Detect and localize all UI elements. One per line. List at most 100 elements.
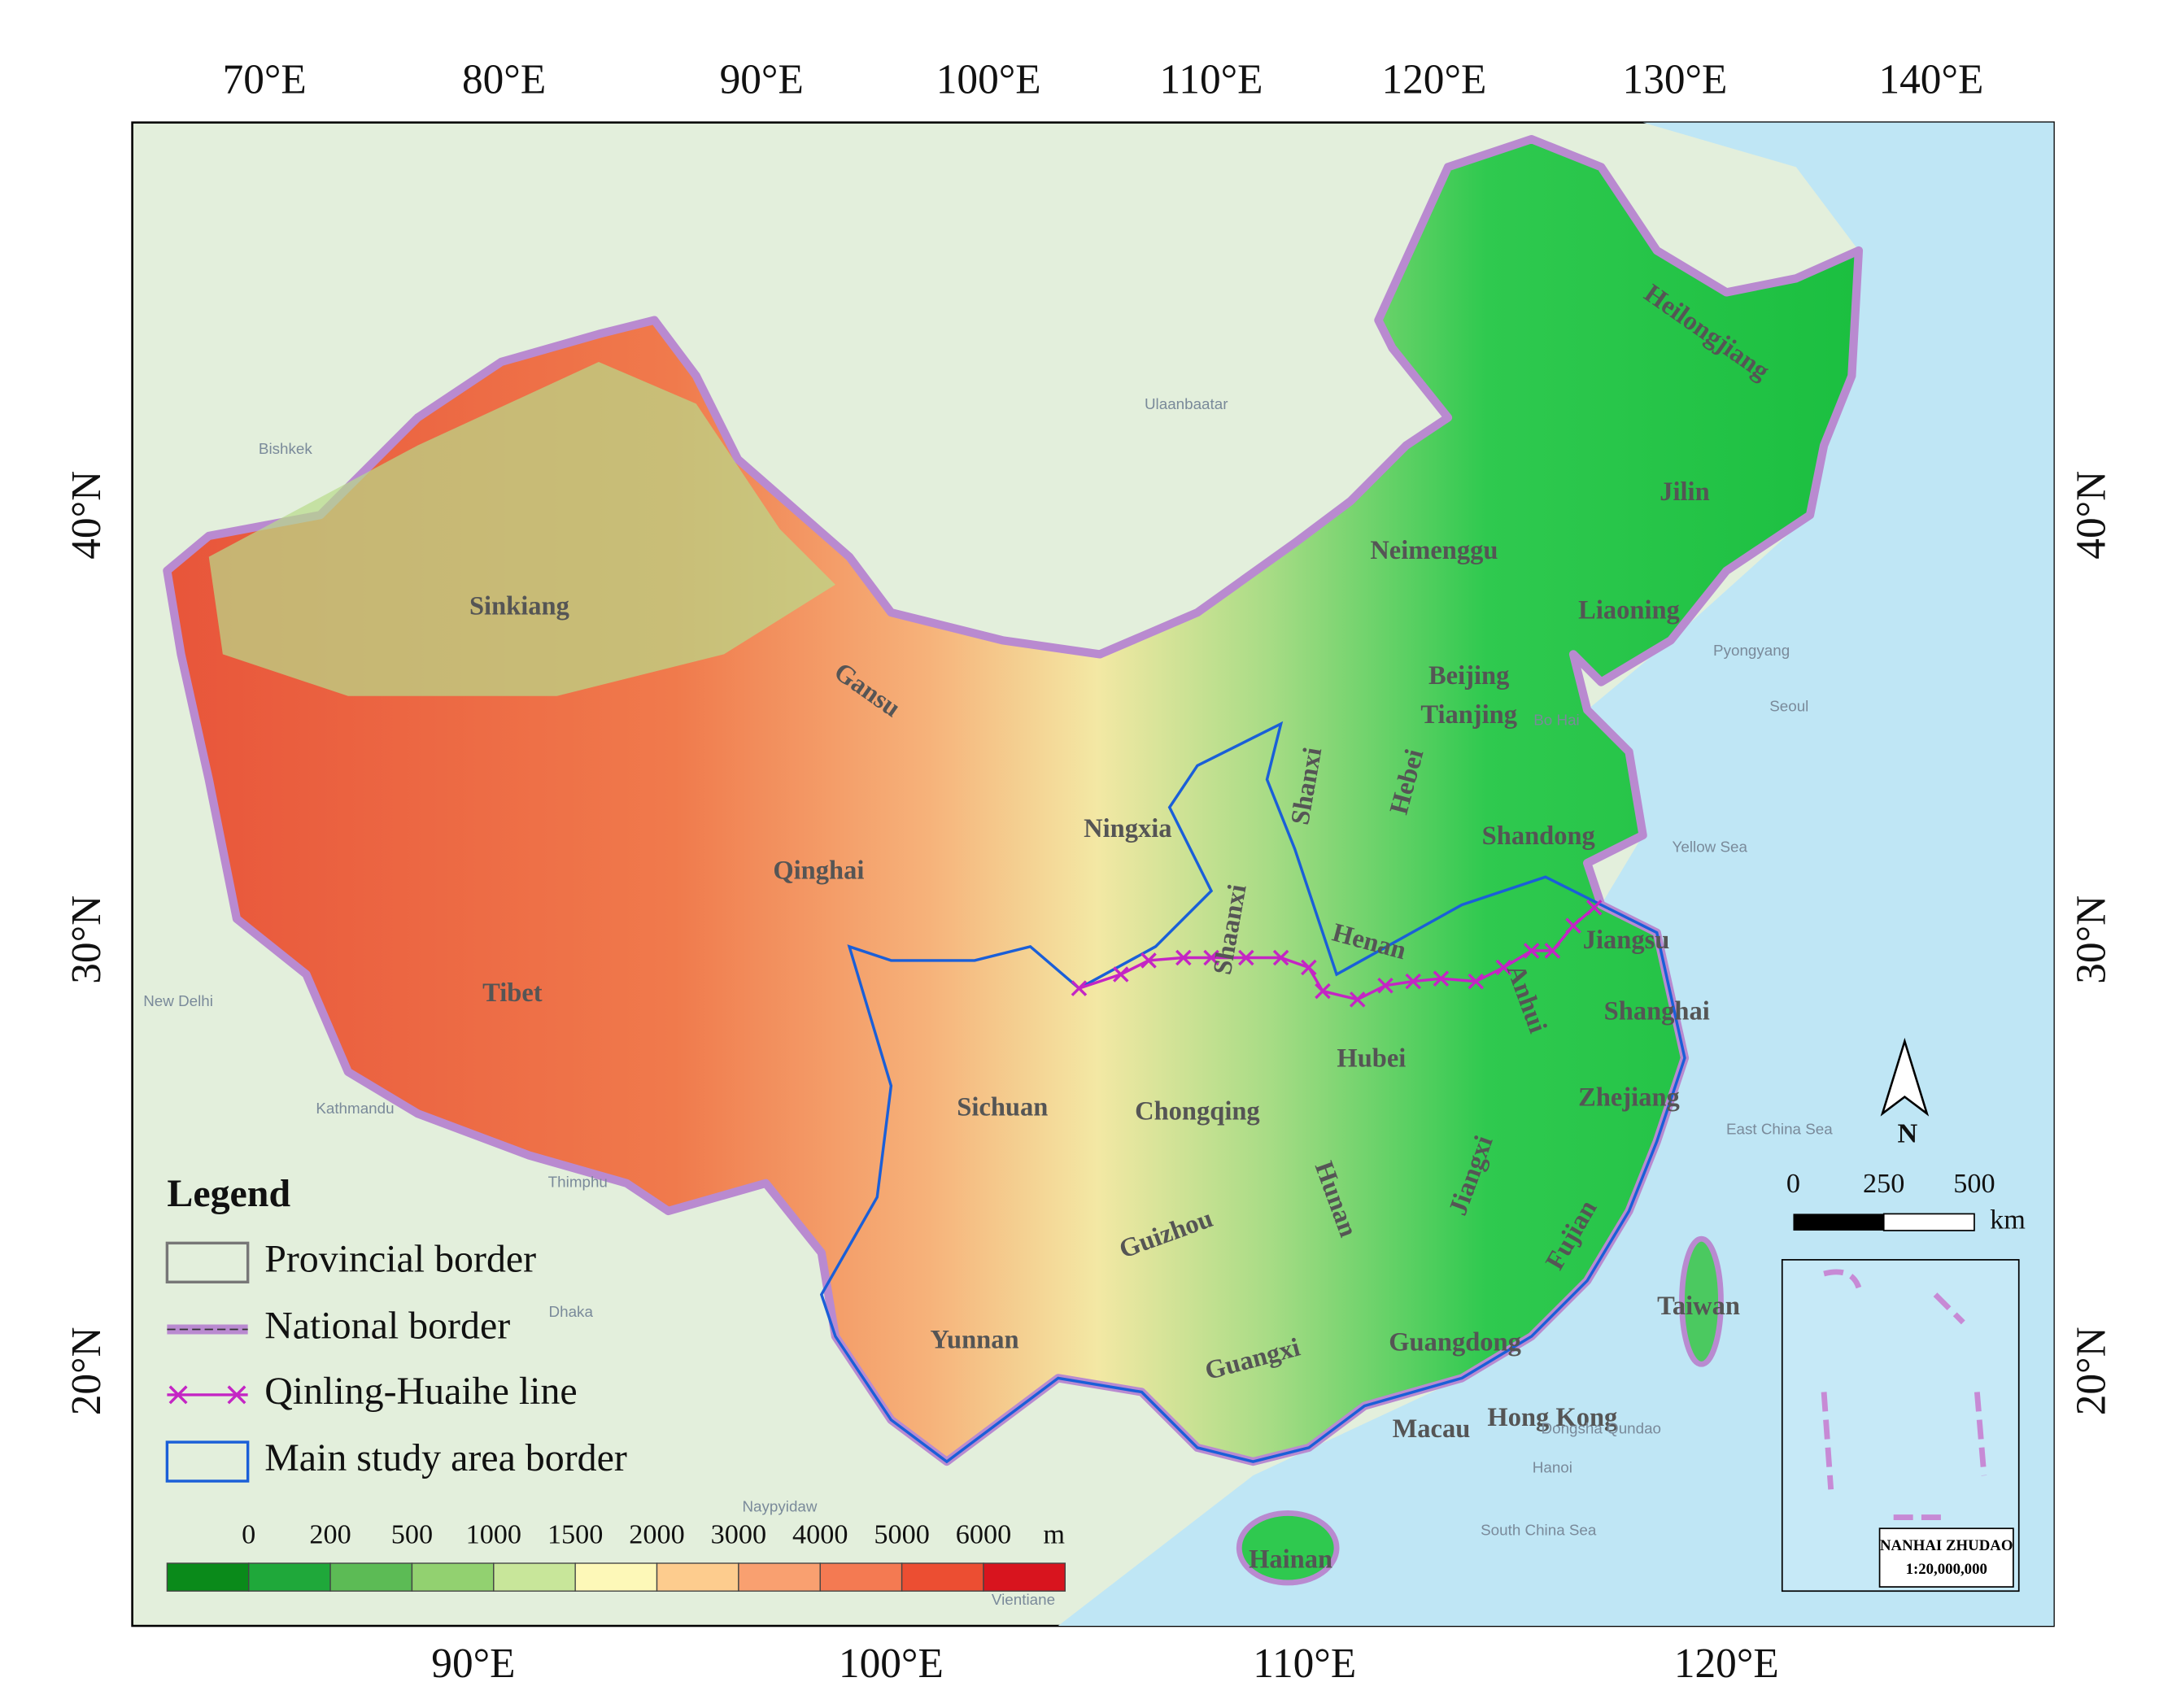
study-area-border	[819, 721, 1686, 1464]
region-label: Sichuan	[957, 1093, 1048, 1122]
bottom-longitude-label: 90°E	[431, 1640, 515, 1687]
legend-qinling-marker	[227, 1385, 246, 1405]
bottom-longitude-label: 100°E	[839, 1640, 944, 1687]
qinling-marker	[1113, 966, 1129, 983]
legend-title: Legend	[167, 1172, 290, 1215]
elevation-label: 4000	[792, 1518, 848, 1549]
place-label: Ulaanbaatar	[1145, 395, 1228, 412]
elevation-label: 1500	[547, 1518, 603, 1549]
region-label: Shandong	[1482, 821, 1595, 851]
region-label: Guangdong	[1389, 1328, 1521, 1357]
inset-label-box	[1878, 1527, 2014, 1588]
elevation-color-step	[738, 1562, 821, 1592]
taiwan-island	[1679, 1235, 1724, 1367]
place-label: South China Sea	[1481, 1522, 1597, 1539]
region-label: Liaoning	[1578, 596, 1680, 625]
qinling-marker	[1433, 970, 1450, 987]
qinling-marker	[1141, 952, 1157, 969]
qinling-marker	[1301, 959, 1317, 976]
bottom-longitude-label: 110°E	[1253, 1640, 1356, 1687]
region-label: Zhejiang	[1578, 1083, 1680, 1113]
top-longitude-label: 70°E	[223, 56, 307, 102]
place-label: Vientiane	[992, 1591, 1055, 1608]
top-longitude-label: 120°E	[1381, 56, 1486, 102]
region-label: Ningxia	[1084, 814, 1171, 843]
elevation-label: 2000	[629, 1518, 684, 1549]
elevation-label: 3000	[711, 1518, 766, 1549]
top-longitude-label: 100°E	[936, 56, 1041, 102]
qinling-marker	[1272, 949, 1289, 966]
qinling-marker	[1565, 917, 1581, 934]
region-label: Jilin	[1660, 477, 1709, 507]
scale-bar-label: 500	[1953, 1168, 1995, 1199]
place-label: Bo Hai	[1533, 712, 1579, 729]
region-label: Yunnan	[931, 1325, 1019, 1354]
right-latitude-label: 40°N	[2069, 471, 2115, 560]
region-label: Neimenggu	[1370, 536, 1498, 565]
qinling-marker	[1203, 949, 1219, 966]
qinling-marker	[1585, 900, 1603, 916]
top-longitude-label: 130°E	[1623, 56, 1728, 102]
region-label: Sinkiang	[469, 591, 569, 621]
qinling-marker	[1175, 949, 1192, 966]
scale-bar-unit: km	[1990, 1205, 2026, 1235]
legend-qinling-marker	[168, 1385, 188, 1405]
qinling-marker	[1405, 973, 1421, 990]
legend-study-symbol	[165, 1440, 250, 1483]
region-label: Tianjing	[1420, 700, 1517, 730]
place-label: Hanoi	[1533, 1459, 1572, 1476]
elevation-unit: m	[1043, 1518, 1065, 1549]
place-label: Bishkek	[259, 440, 312, 457]
qinling-marker	[1495, 959, 1512, 976]
scale-bar-label: 0	[1786, 1168, 1800, 1199]
place-label: New Delhi	[143, 992, 213, 1009]
left-latitude-label: 30°N	[63, 895, 110, 984]
inset-scale: 1:20,000,000	[1906, 1561, 1987, 1578]
elevation-color-step	[166, 1562, 250, 1592]
place-label: Pyongyang	[1713, 642, 1790, 659]
region-label: Tibet	[482, 978, 543, 1008]
region-label: Hubei	[1337, 1044, 1406, 1074]
region-label: Qinghai	[773, 856, 864, 886]
elevation-label: 200	[309, 1518, 351, 1549]
inset-title: NANHAI ZHUDAO	[1880, 1537, 2013, 1554]
legend-item-label: Provincial border	[264, 1237, 536, 1280]
elevation-color-step	[411, 1562, 495, 1592]
top-longitude-label: 80°E	[462, 56, 546, 102]
top-longitude-label: 140°E	[1878, 56, 1983, 102]
elevation-color-step	[901, 1562, 984, 1592]
qinling-marker	[1468, 973, 1484, 990]
region-label: Beijing	[1428, 661, 1509, 691]
elevation-color-step	[329, 1562, 413, 1592]
place-label: Seoul	[1769, 697, 1808, 714]
elevation-color-step	[656, 1562, 739, 1592]
inset-border-dashes	[1821, 1269, 1987, 1520]
left-latitude-label: 40°N	[63, 471, 110, 560]
qinling-marker	[1523, 943, 1540, 959]
qinling-marker	[1315, 983, 1331, 1000]
place-label: Naypyidaw	[742, 1498, 817, 1515]
scale-bar-label: 250	[1863, 1168, 1904, 1199]
place-label: Yellow Sea	[1673, 838, 1748, 855]
qinling-marker	[1377, 977, 1393, 994]
legend-provincial-symbol	[165, 1241, 250, 1283]
bottom-longitude-label: 120°E	[1674, 1640, 1779, 1687]
elevation-color-step	[819, 1562, 903, 1592]
scale-bar-black	[1793, 1213, 1884, 1231]
place-label: Thimphu	[548, 1174, 608, 1191]
region-label: Taiwan	[1657, 1292, 1740, 1321]
scale-bar-white	[1882, 1213, 1975, 1231]
elevation-color-step	[248, 1562, 331, 1592]
elevation-label: 1000	[466, 1518, 521, 1549]
place-label: Dhaka	[549, 1303, 594, 1320]
top-longitude-label: 110°E	[1160, 56, 1263, 102]
qinling-marker	[1544, 943, 1561, 959]
qinling-marker	[1238, 949, 1254, 966]
qinling-marker	[1349, 991, 1366, 1008]
elevation-color-step	[574, 1562, 658, 1592]
elevation-label: 5000	[874, 1518, 929, 1549]
tarim-basin	[208, 361, 835, 696]
elevation-label: 500	[391, 1518, 433, 1549]
elevation-color-step	[493, 1562, 576, 1592]
